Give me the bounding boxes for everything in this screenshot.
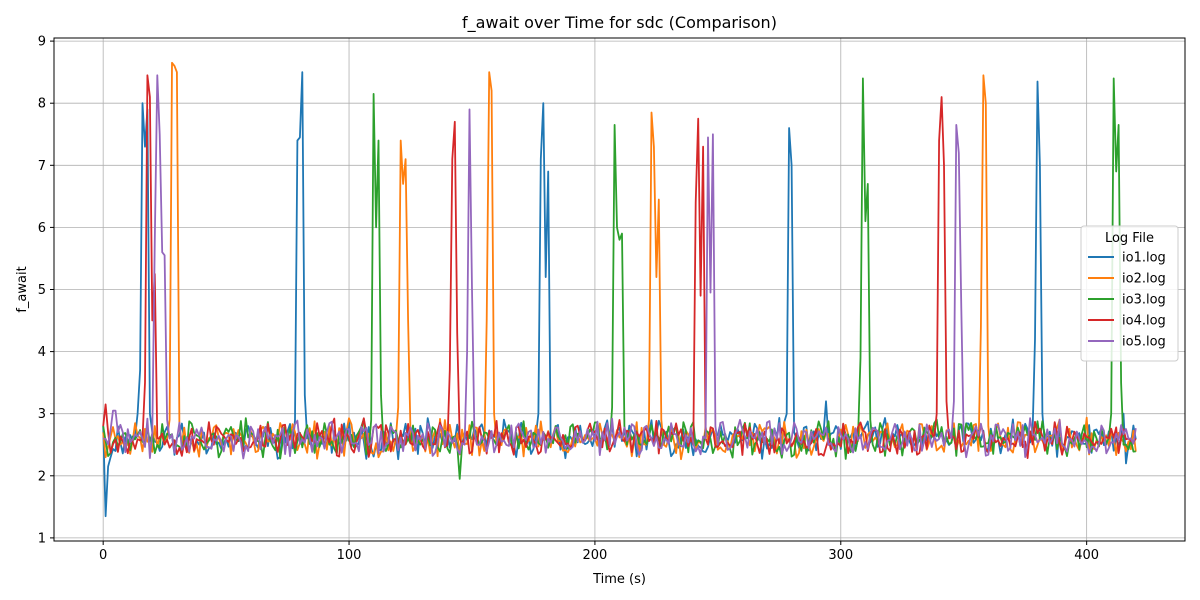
legend-box (1080, 225, 1179, 362)
x-tick-label: 300 (828, 548, 853, 563)
y-tick-label: 5 (38, 283, 46, 298)
x-tick-label: 100 (337, 548, 362, 563)
legend-label: io2.log (1122, 272, 1166, 287)
ticks: 0 100 200 300 400 1 2 3 4 5 6 7 8 9 (38, 35, 1099, 563)
series-layer (102, 61, 1137, 518)
grid (54, 38, 1185, 541)
x-tick-label: 200 (582, 548, 607, 563)
y-tick-label: 2 (38, 469, 46, 484)
x-tick-label: 0 (99, 548, 107, 563)
x-axis-label: Time (s) (592, 572, 646, 587)
y-tick-label: 6 (38, 221, 46, 236)
legend-label: io4.log (1122, 314, 1166, 329)
y-axis-label: f_await (15, 266, 30, 312)
legend-items: io1.log io2.log io3.log io4.log io5.log (1088, 251, 1166, 350)
x-tick-label: 400 (1074, 548, 1099, 563)
y-tick-label: 3 (38, 407, 46, 422)
y-tick-label: 7 (38, 159, 46, 174)
y-tick-label: 8 (38, 97, 46, 112)
legend-label: io1.log (1122, 251, 1166, 266)
series-line-io5-log (103, 74, 1137, 460)
y-tick-label: 9 (38, 35, 46, 50)
legend-title: Log File (1105, 231, 1154, 246)
legend-label: io5.log (1122, 335, 1166, 350)
y-tick-label: 1 (38, 531, 46, 546)
legend-label: io3.log (1122, 293, 1166, 308)
legend: Log File io1.log io2.log io3.log io4.log io5… (1080, 225, 1179, 362)
y-tick-label: 4 (38, 345, 46, 360)
series-line-io4-log (102, 74, 1137, 460)
chart-title: f_await over Time for sdc (Comparison) (462, 13, 777, 33)
